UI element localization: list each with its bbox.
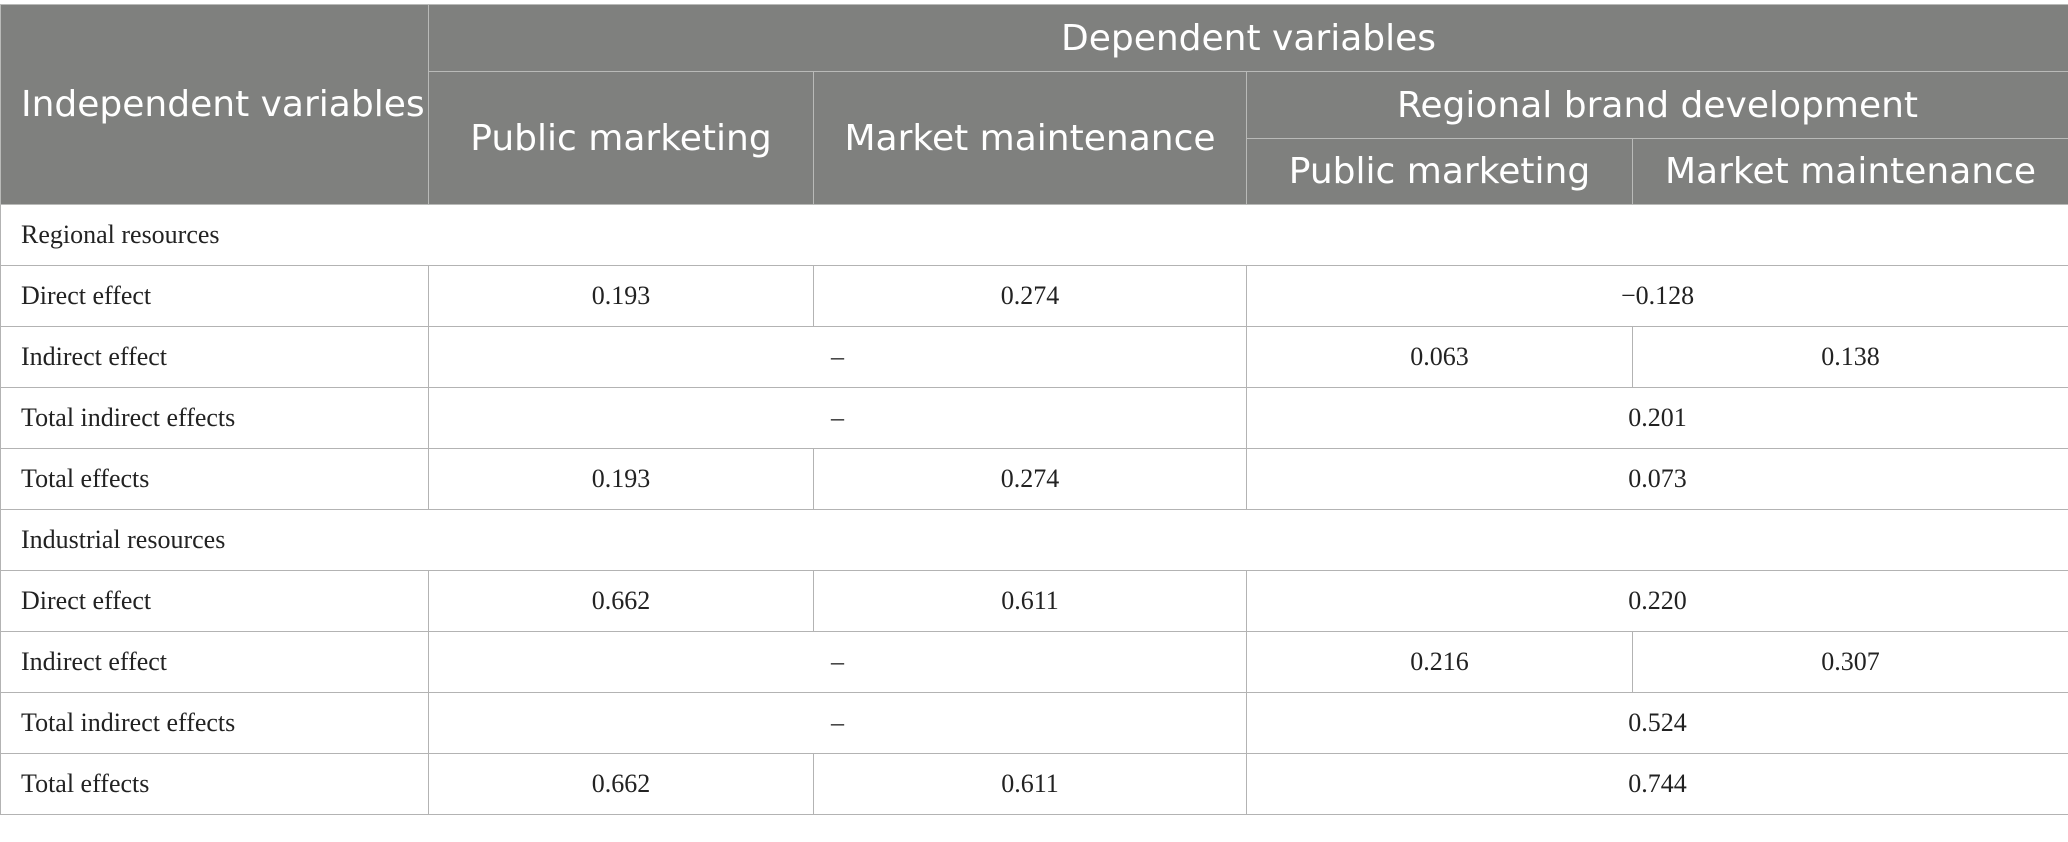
header-row-3: Public marketing Market maintenance bbox=[1, 138, 2068, 205]
section-title-industrial-resources: Industrial resources bbox=[0, 509, 2068, 571]
header-rbd-public-marketing: Public marketing bbox=[1246, 138, 1633, 205]
cell-market-maintenance: 0.611 bbox=[813, 753, 1247, 815]
cell-market-maintenance: 0.274 bbox=[813, 448, 1247, 510]
table-row: Total effects 0.662 0.611 0.744 bbox=[0, 753, 2068, 815]
row-label: Direct effect bbox=[0, 265, 429, 327]
table-row: Indirect effect – 0.216 0.307 bbox=[0, 631, 2068, 693]
row-label: Indirect effect bbox=[0, 326, 429, 388]
header-dependent-variables: Dependent variables bbox=[427, 4, 2068, 72]
cell-regional-brand-development: −0.128 bbox=[1245, 265, 2068, 327]
cell-public-marketing: 0.662 bbox=[428, 753, 814, 815]
section-row: Regional resources bbox=[0, 204, 2068, 266]
header-row-1: Independent variables Dependent variable… bbox=[0, 4, 2068, 205]
table-row: Total indirect effects – 0.201 bbox=[0, 387, 2068, 449]
header-row-2: Public marketing Market maintenance Regi… bbox=[1, 71, 2068, 205]
table-row: Indirect effect – 0.063 0.138 bbox=[0, 326, 2068, 388]
cell-pm-mm-merged: – bbox=[428, 326, 1247, 388]
header-rbd-market-maintenance: Market maintenance bbox=[1631, 138, 2068, 205]
cell-rbd-market-maintenance: 0.138 bbox=[1631, 326, 2068, 388]
cell-pm-mm-merged: – bbox=[428, 692, 1247, 754]
section-row: Industrial resources bbox=[0, 509, 2068, 571]
header-regional-brand-development: Regional brand development bbox=[1245, 71, 2068, 139]
section-title-regional-resources: Regional resources bbox=[0, 204, 2068, 266]
table-row: Total effects 0.193 0.274 0.073 bbox=[0, 448, 2068, 510]
row-label: Total indirect effects bbox=[0, 387, 429, 449]
cell-rbd-public-marketing: 0.216 bbox=[1246, 631, 1633, 693]
table-row: Total indirect effects – 0.524 bbox=[0, 692, 2068, 754]
table-row: Direct effect 0.662 0.611 0.220 bbox=[0, 570, 2068, 632]
row-label: Direct effect bbox=[0, 570, 429, 632]
cell-pm-mm-merged: – bbox=[428, 631, 1247, 693]
row-label: Indirect effect bbox=[0, 631, 429, 693]
table-header: Independent variables Dependent variable… bbox=[0, 4, 2068, 205]
cell-rbd-public-marketing: 0.063 bbox=[1246, 326, 1633, 388]
cell-public-marketing: 0.193 bbox=[428, 265, 814, 327]
cell-public-marketing: 0.662 bbox=[428, 570, 814, 632]
header-public-marketing: Public marketing bbox=[428, 71, 814, 205]
cell-rbd-market-maintenance: 0.307 bbox=[1631, 631, 2068, 693]
cell-market-maintenance: 0.611 bbox=[813, 570, 1247, 632]
cell-market-maintenance: 0.274 bbox=[813, 265, 1247, 327]
table-container: Independent variables Dependent variable… bbox=[0, 4, 2068, 815]
cell-public-marketing: 0.193 bbox=[428, 448, 814, 510]
effects-table: Independent variables Dependent variable… bbox=[0, 4, 2068, 815]
cell-regional-brand-development: 0.073 bbox=[1245, 448, 2068, 510]
row-label: Total indirect effects bbox=[0, 692, 429, 754]
table-row: Direct effect 0.193 0.274 −0.128 bbox=[0, 265, 2068, 327]
cell-regional-brand-development: 0.201 bbox=[1245, 387, 2068, 449]
row-label: Total effects bbox=[0, 753, 429, 815]
cell-pm-mm-merged: – bbox=[428, 387, 1247, 449]
cell-regional-brand-development: 0.524 bbox=[1245, 692, 2068, 754]
header-market-maintenance: Market maintenance bbox=[813, 71, 1247, 205]
cell-regional-brand-development: 0.744 bbox=[1245, 753, 2068, 815]
header-independent-variables: Independent variables bbox=[0, 4, 429, 205]
cell-regional-brand-development: 0.220 bbox=[1245, 570, 2068, 632]
table-body: Regional resources Direct effect 0.193 0… bbox=[0, 204, 2068, 815]
row-label: Total effects bbox=[0, 448, 429, 510]
